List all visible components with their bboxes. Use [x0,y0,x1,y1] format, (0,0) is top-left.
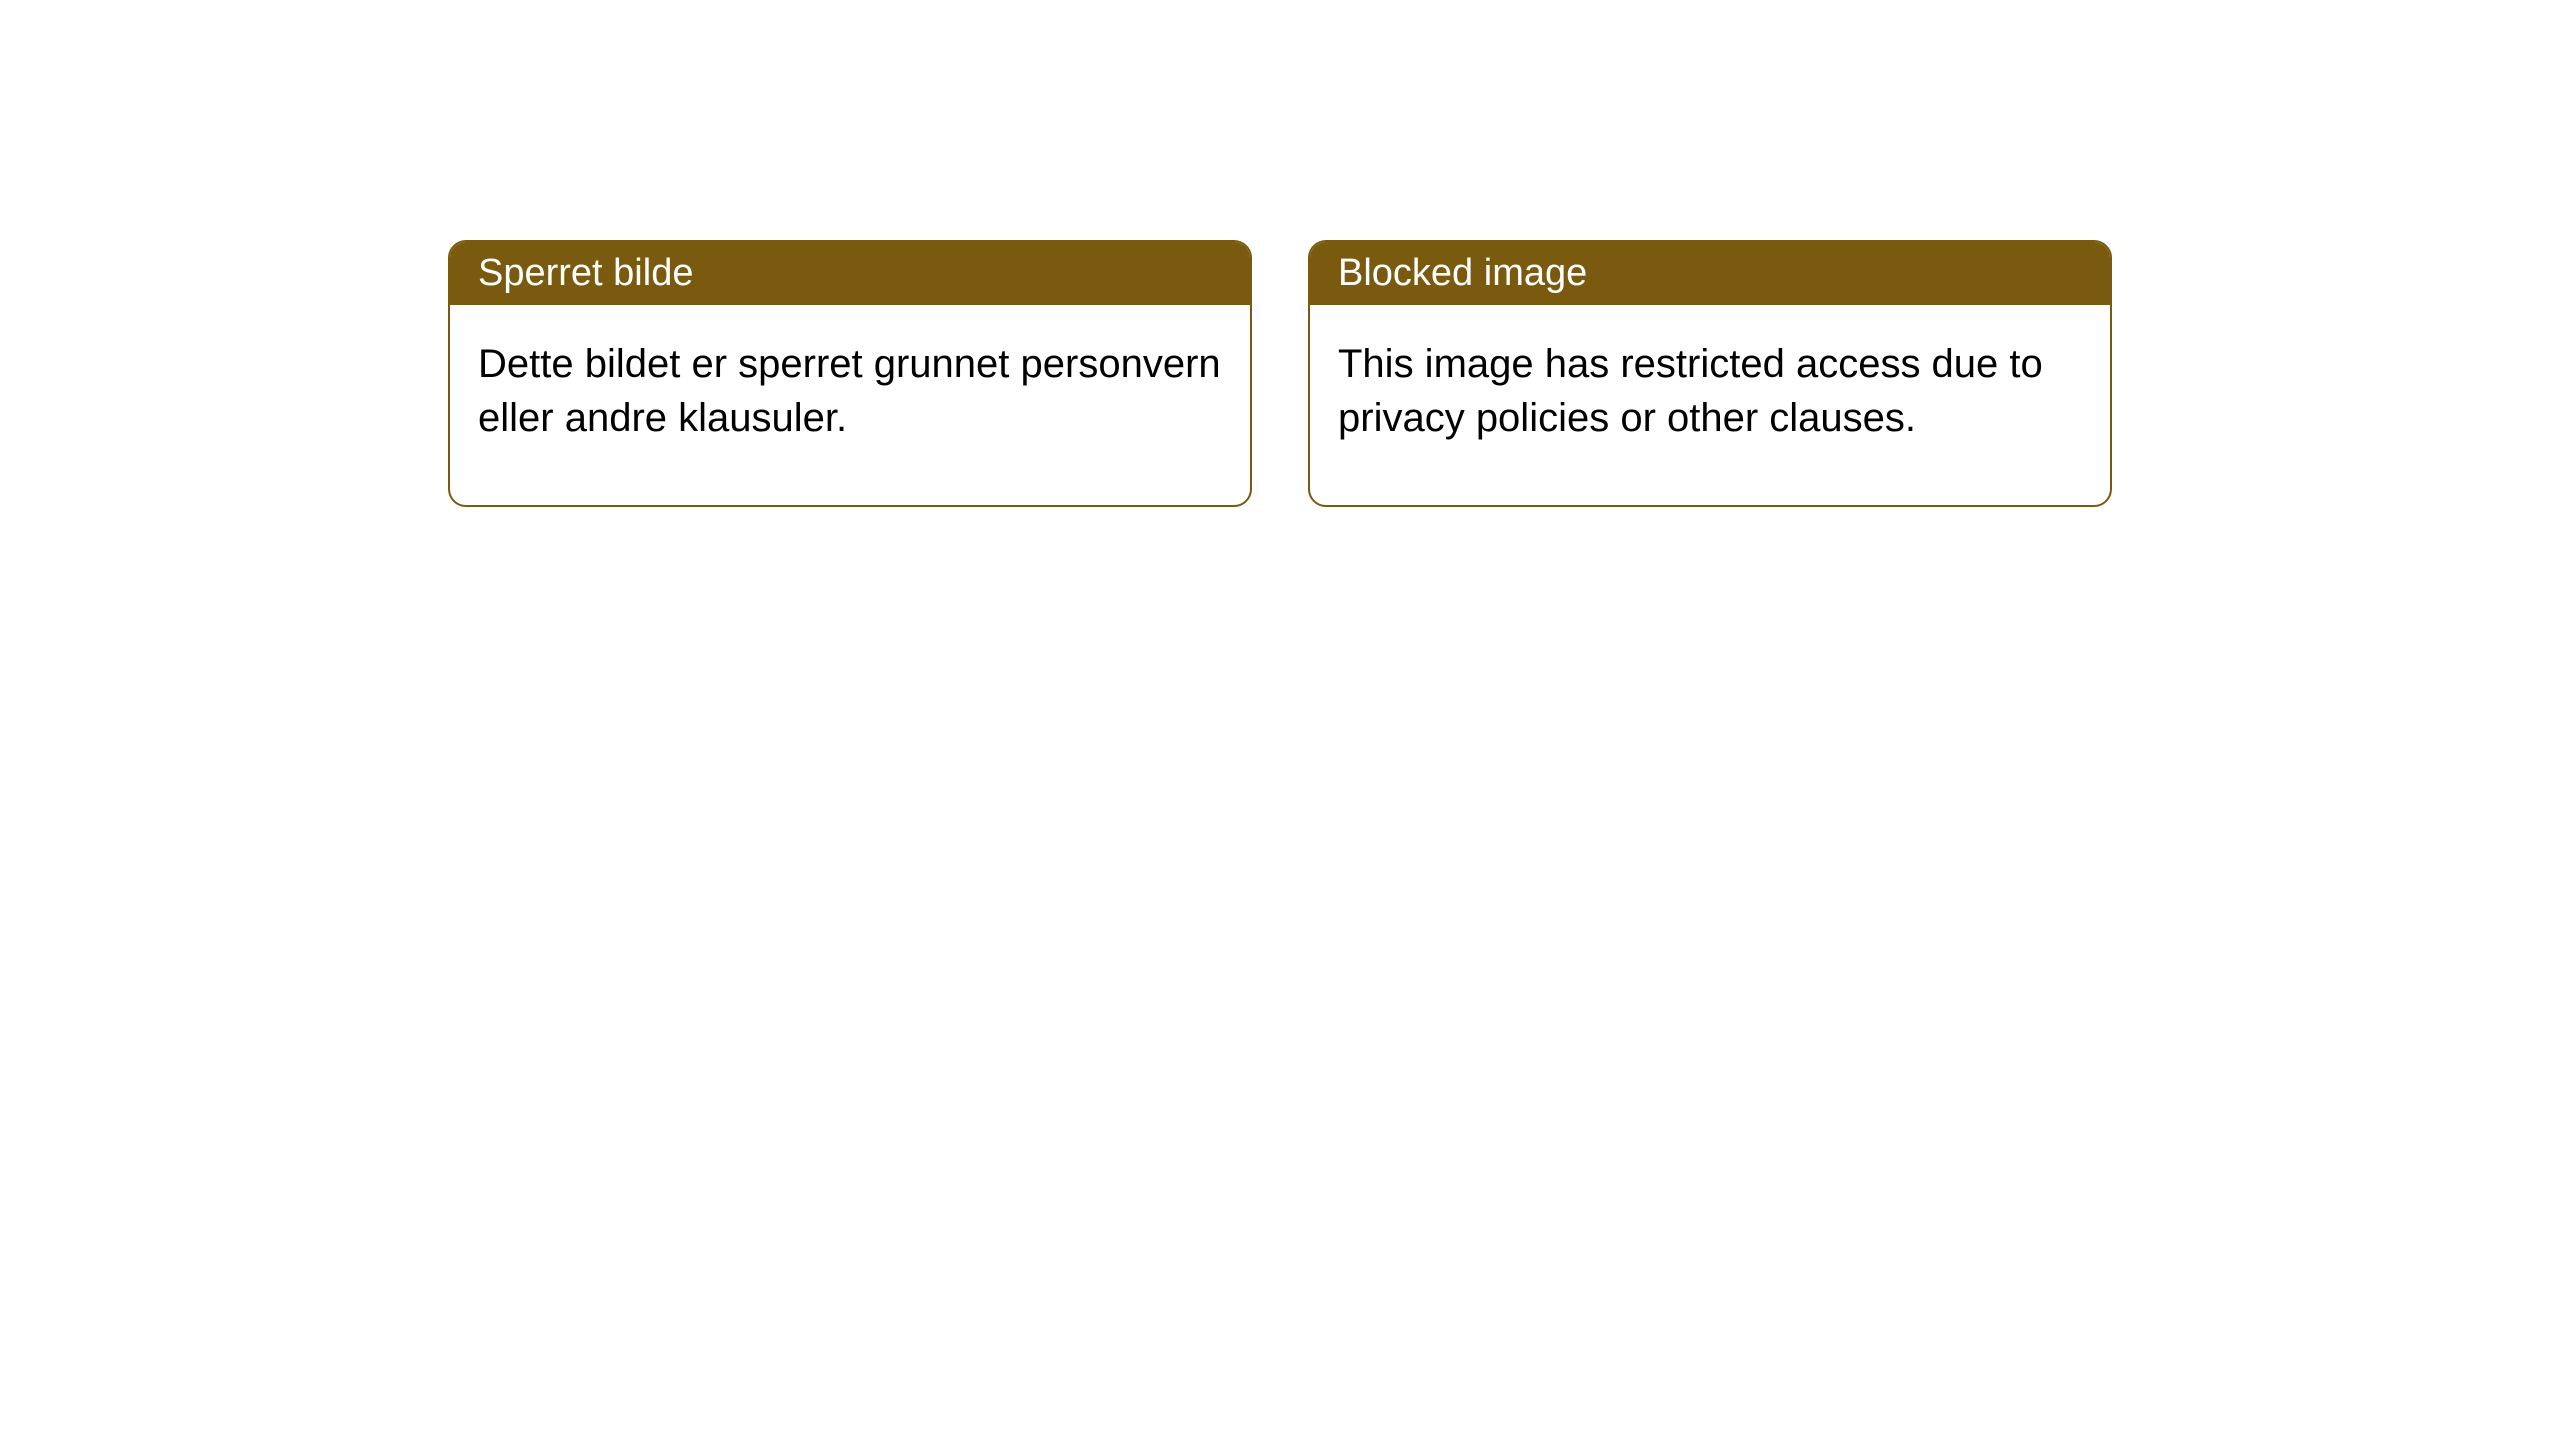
notice-body: This image has restricted access due to … [1310,305,2110,505]
notice-body: Dette bildet er sperret grunnet personve… [450,305,1250,505]
notice-header: Sperret bilde [450,242,1250,305]
notice-message: This image has restricted access due to … [1338,342,2043,440]
notice-title: Sperret bilde [478,252,693,294]
notice-title: Blocked image [1338,252,1587,294]
notice-box-norwegian: Sperret bilde Dette bildet er sperret gr… [448,240,1252,507]
notice-box-english: Blocked image This image has restricted … [1308,240,2112,507]
notice-message: Dette bildet er sperret grunnet personve… [478,342,1221,440]
notice-container: Sperret bilde Dette bildet er sperret gr… [448,240,2112,507]
notice-header: Blocked image [1310,242,2110,305]
